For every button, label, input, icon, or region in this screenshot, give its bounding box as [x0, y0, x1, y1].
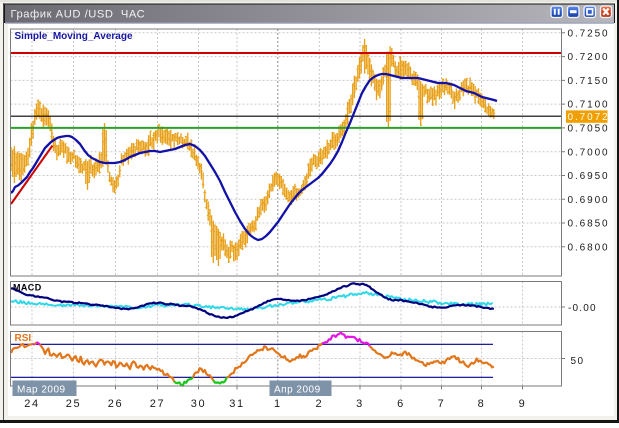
- svg-text:25: 25: [66, 398, 81, 410]
- svg-text:0.6900: 0.6900: [568, 195, 610, 206]
- svg-text:0.6950: 0.6950: [568, 171, 610, 182]
- svg-text:24: 24: [24, 398, 39, 410]
- svg-text:50: 50: [571, 356, 585, 367]
- svg-text:0.7072: 0.7072: [568, 112, 610, 123]
- svg-text:Simple_Moving_Average: Simple_Moving_Average: [15, 31, 133, 42]
- svg-text:Апр 2009: Апр 2009: [274, 384, 321, 395]
- svg-text:27: 27: [150, 398, 165, 410]
- svg-text:8: 8: [478, 398, 486, 410]
- svg-text:-0.00: -0.00: [568, 303, 597, 314]
- svg-text:1: 1: [274, 398, 282, 410]
- svg-text:31: 31: [229, 398, 244, 410]
- svg-text:0.7000: 0.7000: [568, 147, 610, 158]
- svg-text:0.6800: 0.6800: [568, 242, 610, 253]
- svg-text:MACD: MACD: [13, 283, 42, 293]
- svg-text:2: 2: [315, 398, 323, 410]
- svg-text:0.7050: 0.7050: [568, 124, 610, 135]
- svg-text:Мар 2009: Мар 2009: [17, 384, 66, 395]
- svg-text:0.7250: 0.7250: [568, 28, 610, 39]
- svg-text:0.7200: 0.7200: [568, 52, 610, 63]
- svg-text:30: 30: [191, 398, 206, 410]
- svg-text:0.7100: 0.7100: [568, 100, 610, 111]
- svg-text:6: 6: [397, 398, 405, 410]
- svg-text:26: 26: [108, 398, 123, 410]
- svg-text:RSI: RSI: [15, 333, 32, 344]
- svg-text:0.7150: 0.7150: [568, 76, 610, 87]
- svg-text:9: 9: [519, 398, 527, 410]
- svg-text:3: 3: [356, 398, 364, 410]
- svg-text:График AUD /USD ЧАС: График AUD /USD ЧАС: [11, 8, 146, 20]
- svg-text:7: 7: [438, 398, 446, 410]
- svg-text:0.6850: 0.6850: [568, 219, 610, 230]
